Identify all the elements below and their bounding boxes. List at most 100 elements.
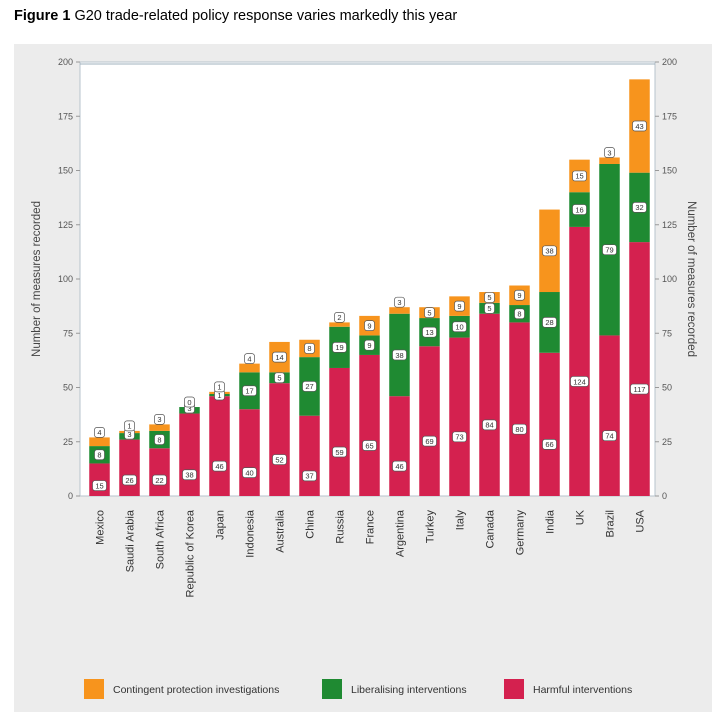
legend-label: Liberalising interventions (351, 684, 467, 696)
chart-panel: 0 0 25 25 50 50 75 75 100 100 125 125 150 150 175 175 20… (14, 44, 712, 712)
y-tick-label-right: 75 (662, 328, 672, 338)
data-label-contingent: 38 (545, 247, 553, 256)
data-label-harmful: 26 (125, 476, 133, 485)
data-label-box (484, 302, 495, 314)
data-label-harmful: 52 (275, 455, 283, 464)
x-tick-label: Canada (485, 509, 497, 548)
x-tick-label: Italy (455, 510, 467, 531)
x-tick-label: India (545, 509, 557, 534)
data-label-liberalising: 27 (305, 382, 313, 391)
data-label-box (364, 339, 375, 351)
x-tick-label: China (305, 509, 317, 539)
data-label-contingent: 9 (367, 321, 371, 330)
data-label-liberalising: 3 (127, 430, 131, 439)
x-tick-label: Mexico (95, 510, 107, 545)
x-tick-label: Germany (515, 510, 527, 556)
legend-swatch (504, 679, 524, 699)
data-label-harmful: 15 (95, 481, 103, 490)
data-label-harmful: 124 (573, 377, 586, 386)
x-tick-label: USA (635, 509, 647, 532)
bar-harmful (569, 226, 590, 497)
figure-caption: G20 trade-related policy response varies… (74, 8, 458, 24)
data-label-harmful: 117 (634, 385, 646, 394)
data-label-harmful: 40 (245, 468, 253, 477)
data-label-contingent: 43 (635, 122, 643, 131)
x-tick-label: Japan (215, 510, 227, 540)
data-label-box (94, 449, 105, 461)
y-tick-label-right: 150 (662, 166, 677, 176)
data-label-box (422, 435, 437, 447)
data-label-liberalising: 8 (157, 435, 161, 444)
data-label-contingent: 3 (607, 148, 611, 157)
data-label-harmful: 38 (185, 471, 193, 480)
data-label-liberalising: 79 (605, 246, 613, 255)
bar-harmful (389, 396, 410, 496)
data-label-harmful: 46 (215, 462, 223, 471)
bar-harmful (329, 367, 350, 496)
y-tick-label-left: 25 (63, 437, 73, 447)
data-label-box (604, 147, 615, 158)
data-label-box (332, 342, 347, 353)
data-label-box (542, 317, 557, 328)
bar-harmful (299, 415, 320, 496)
bar-harmful (149, 448, 170, 496)
bar-harmful (209, 396, 230, 496)
data-label-box (632, 120, 647, 132)
data-label-box (392, 460, 407, 472)
data-label-box (602, 430, 617, 442)
data-label-box (92, 480, 107, 491)
data-label-contingent: 14 (275, 353, 283, 362)
bar-harmful (539, 352, 560, 496)
x-tick-label: Republic of Korea (185, 509, 197, 597)
bar-harmful (89, 463, 110, 496)
bar-harmful (629, 242, 650, 496)
data-label-box (304, 343, 315, 354)
bar-harmful (599, 335, 620, 496)
data-label-box (94, 427, 105, 438)
data-label-box (572, 170, 587, 182)
data-label-contingent: 9 (517, 291, 521, 300)
y-tick-label-left: 150 (58, 166, 73, 176)
data-label-contingent: 0 (187, 398, 191, 407)
data-label-liberalising: 8 (517, 310, 521, 319)
data-label-box (572, 204, 587, 215)
figure-title: Figure 1 G20 trade-related policy respon… (14, 8, 457, 24)
y-tick-label-right: 200 (662, 57, 677, 67)
data-label-box (122, 474, 137, 486)
data-label-box (302, 381, 317, 392)
data-label-box (630, 383, 649, 395)
data-label-liberalising: 13 (425, 328, 433, 337)
data-label-contingent: 5 (427, 308, 431, 317)
x-tick-label: Saudi Arabia (125, 509, 137, 572)
data-label-contingent: 3 (157, 415, 161, 424)
y-tick-label-left: 50 (63, 383, 73, 393)
data-label-box (602, 244, 617, 256)
y-tick-label-right: 0 (662, 491, 667, 501)
data-label-box (422, 326, 437, 338)
y-tick-label-right: 125 (662, 220, 677, 230)
x-tick-label: Brazil (605, 510, 617, 538)
x-tick-label: Turkey (425, 510, 437, 544)
data-label-liberalising: 32 (635, 203, 643, 212)
data-label-liberalising: 19 (335, 343, 343, 352)
data-label-box (632, 202, 647, 213)
y-tick-label-left: 100 (58, 274, 73, 284)
bar-contingent (89, 437, 110, 447)
bar-harmful (179, 413, 200, 496)
data-label-box (362, 440, 377, 451)
data-label-box (394, 296, 405, 308)
data-label-harmful: 66 (545, 440, 553, 449)
data-label-box (424, 307, 435, 318)
bar-contingent (149, 424, 170, 431)
data-label-box (570, 376, 589, 387)
x-tick-label: UK (575, 509, 587, 525)
bar-harmful (119, 439, 140, 496)
bar-contingent (239, 363, 260, 373)
data-label-liberalising: 5 (487, 304, 491, 313)
data-label-liberalising: 8 (97, 451, 101, 460)
data-label-liberalising: 3 (187, 404, 191, 413)
data-label-box (334, 312, 345, 323)
x-tick-label: France (365, 510, 377, 544)
bar-contingent (389, 307, 410, 314)
data-label-harmful: 46 (395, 462, 403, 471)
